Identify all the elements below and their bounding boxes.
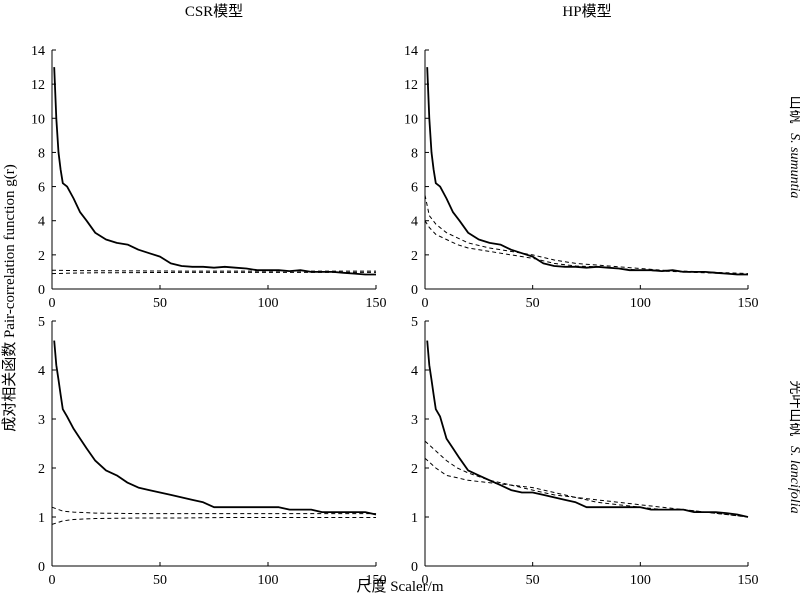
chart-panel-top-right: 0 2 4 6 8 10 12 14 0 50 100 150 — [404, 44, 759, 311]
x-tick-label: 0 — [49, 573, 56, 588]
envelope-line-2 — [51, 517, 376, 525]
col-title-hp: HP模型 — [562, 3, 611, 20]
observed-line-0 — [53, 67, 376, 276]
x-tick-label: 100 — [258, 296, 279, 311]
chart-panel-top-left: 0 2 4 6 8 10 12 14 0 50 100 150 — [31, 44, 387, 311]
y-tick-label: 0 — [411, 283, 418, 298]
row-label-top-sci: S. sumuntia — [787, 133, 800, 198]
x-tick-label: 0 — [49, 296, 56, 311]
x-tick-label: 50 — [153, 573, 167, 588]
x-tick-label: 100 — [258, 573, 279, 588]
row-label-bottom: 光叶山矾 S. lancifolia — [787, 380, 800, 513]
y-tick-label: 0 — [411, 560, 418, 575]
y-tick-label: 2 — [38, 249, 45, 264]
y-tick-label: 4 — [38, 364, 45, 379]
y-tick-label: 3 — [411, 413, 418, 428]
y-tick-label: 8 — [411, 146, 418, 161]
y-tick-label: 6 — [38, 181, 45, 196]
y-tick-label: 10 — [404, 112, 418, 127]
envelope-line-1 — [424, 440, 749, 518]
observed-line-0 — [53, 340, 377, 516]
y-tick-label: 14 — [404, 44, 418, 59]
svg-text:光叶山矾 S. lancifolia: 光叶山矾 S. lancifolia — [787, 380, 800, 513]
y-tick-label: 10 — [31, 112, 45, 127]
x-tick-label: 100 — [630, 573, 651, 588]
x-tick-label: 50 — [526, 573, 540, 588]
y-tick-label: 3 — [38, 413, 45, 428]
y-tick-label: 2 — [411, 249, 418, 264]
x-tick-label: 0 — [422, 296, 429, 311]
y-tick-label: 4 — [411, 215, 418, 230]
envelope-line-2 — [51, 271, 376, 275]
observed-line-0 — [426, 67, 748, 276]
x-tick-label: 50 — [153, 296, 167, 311]
y-tick-label: 1 — [38, 511, 45, 526]
y-tick-label: 6 — [411, 181, 418, 196]
x-tick-label: 50 — [526, 296, 540, 311]
y-tick-label: 5 — [411, 315, 418, 330]
envelope-line-1 — [51, 506, 376, 515]
y-tick-label: 2 — [411, 462, 418, 477]
envelope-line-1 — [424, 194, 749, 275]
y-tick-label: 4 — [38, 215, 45, 230]
envelope-line-2 — [424, 220, 749, 275]
y-tick-label: 0 — [38, 560, 45, 575]
x-axis-title: 尺度 Scaler/m — [356, 578, 443, 595]
y-tick-label: 5 — [38, 315, 45, 330]
y-tick-label: 4 — [411, 364, 418, 379]
x-tick-label: 150 — [738, 296, 759, 311]
col-title-csr: CSR模型 — [185, 3, 243, 20]
x-tick-label: 100 — [630, 296, 651, 311]
observed-line-0 — [426, 340, 749, 518]
x-tick-label: 150 — [738, 573, 759, 588]
y-tick-label: 12 — [404, 78, 418, 93]
y-tick-label: 14 — [31, 44, 45, 59]
x-tick-label: 150 — [366, 296, 387, 311]
y-tick-label: 1 — [411, 511, 418, 526]
x-tick-label: 150 — [366, 573, 387, 588]
row-label-bottom-cn: 光叶山矾 — [787, 380, 800, 436]
y-tick-label: 8 — [38, 146, 45, 161]
y-tick-label: 12 — [31, 78, 45, 93]
envelope-line-2 — [424, 457, 749, 518]
row-label-top: 山矾 S. sumuntia — [787, 96, 800, 199]
envelope-line-1 — [51, 269, 376, 272]
row-label-bottom-sci: S. lancifolia — [787, 446, 800, 514]
y-axis-title: 成对相关函数 Pair-correlation function g(r) — [1, 164, 18, 432]
svg-text:山矾 S. sumuntia: 山矾 S. sumuntia — [787, 96, 800, 199]
x-tick-label: 0 — [422, 573, 429, 588]
row-label-top-cn: 山矾 — [787, 96, 800, 124]
y-tick-label: 2 — [38, 462, 45, 477]
y-tick-label: 0 — [38, 283, 45, 298]
